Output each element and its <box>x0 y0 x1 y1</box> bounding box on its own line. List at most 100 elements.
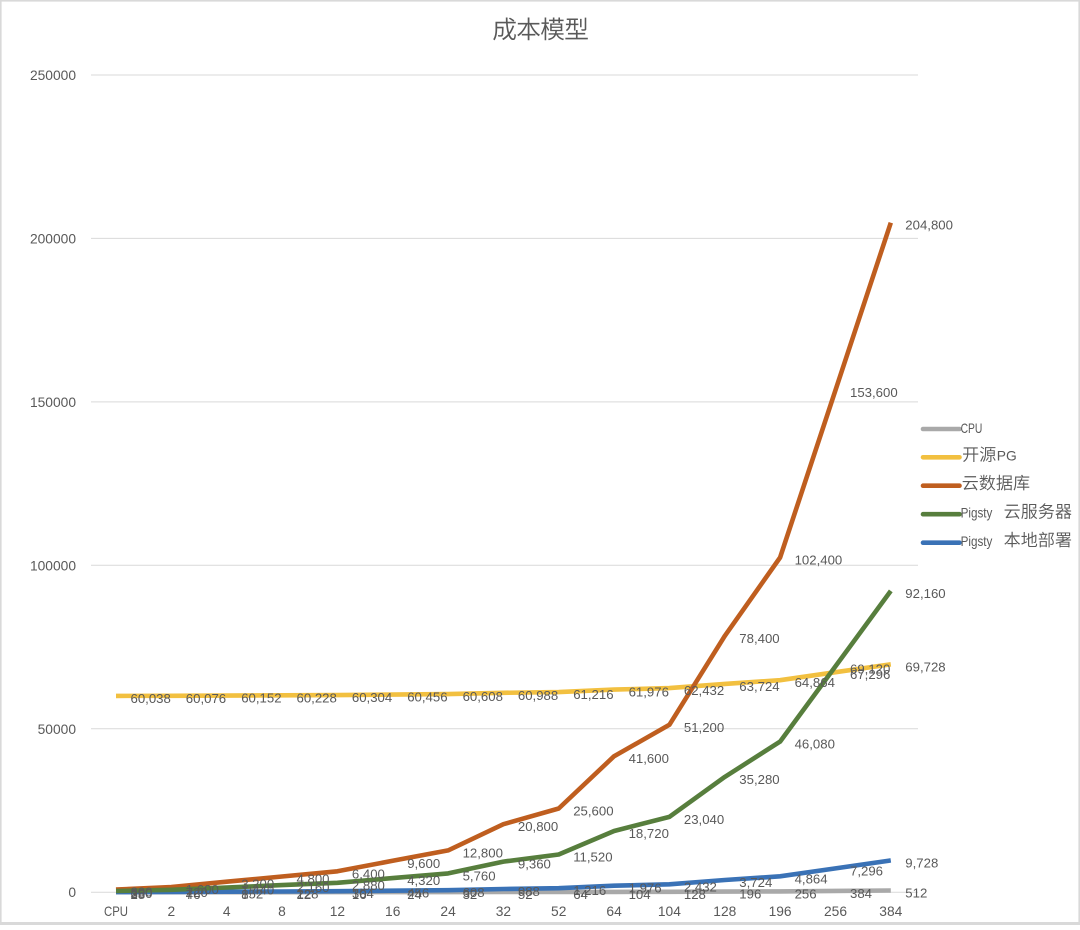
svg-text:2: 2 <box>167 904 175 919</box>
svg-text:64,864: 64,864 <box>795 675 835 690</box>
svg-text:196: 196 <box>739 887 761 902</box>
svg-text:360: 360 <box>131 886 153 901</box>
svg-text:1,600: 1,600 <box>186 882 219 897</box>
svg-text:204,800: 204,800 <box>905 218 953 233</box>
svg-text:60,076: 60,076 <box>186 691 226 706</box>
svg-text:60,988: 60,988 <box>518 688 558 703</box>
svg-text:63,724: 63,724 <box>739 679 779 694</box>
svg-text:24: 24 <box>440 904 456 919</box>
svg-text:8: 8 <box>278 904 286 919</box>
svg-text:Pigsty: Pigsty <box>961 534 993 549</box>
svg-text:1,216: 1,216 <box>573 883 606 898</box>
svg-text:1,976: 1,976 <box>629 881 662 896</box>
svg-text:6,400: 6,400 <box>352 866 385 881</box>
svg-text:2,432: 2,432 <box>684 879 717 894</box>
svg-text:20,800: 20,800 <box>518 819 558 834</box>
svg-text:51,200: 51,200 <box>684 720 724 735</box>
svg-text:228: 228 <box>297 887 319 902</box>
svg-text:9,360: 9,360 <box>518 857 551 872</box>
svg-text:60,228: 60,228 <box>297 690 337 705</box>
svg-text:4,320: 4,320 <box>407 873 440 888</box>
svg-text:256: 256 <box>824 904 847 919</box>
svg-text:69,120: 69,120 <box>850 661 890 676</box>
svg-text:60,456: 60,456 <box>407 690 447 705</box>
svg-text:304: 304 <box>352 886 374 901</box>
svg-text:384: 384 <box>879 904 902 919</box>
svg-text:CPU: CPU <box>104 904 128 919</box>
svg-text:12: 12 <box>330 904 345 919</box>
svg-text:7,296: 7,296 <box>850 863 883 878</box>
svg-text:3,200: 3,200 <box>241 877 274 892</box>
svg-text:5,760: 5,760 <box>463 868 496 883</box>
svg-text:104: 104 <box>629 887 651 902</box>
svg-text:23,040: 23,040 <box>684 812 724 827</box>
svg-text:61,976: 61,976 <box>629 685 669 700</box>
svg-text:62,432: 62,432 <box>684 683 724 698</box>
svg-text:720: 720 <box>186 885 208 900</box>
svg-text:0: 0 <box>68 885 76 900</box>
svg-text:2,880: 2,880 <box>352 878 385 893</box>
svg-text:9,728: 9,728 <box>905 855 938 870</box>
svg-text:11,520: 11,520 <box>573 850 612 865</box>
svg-text:18,720: 18,720 <box>629 826 669 841</box>
svg-text:4: 4 <box>186 887 193 902</box>
svg-text:52: 52 <box>518 887 533 902</box>
svg-text:52: 52 <box>551 904 566 919</box>
svg-text:41,600: 41,600 <box>629 751 669 766</box>
svg-text:24: 24 <box>407 887 422 902</box>
svg-text:152: 152 <box>241 887 263 902</box>
svg-text:988: 988 <box>518 884 540 899</box>
svg-text:104: 104 <box>658 904 681 919</box>
svg-text:60,152: 60,152 <box>241 691 281 706</box>
svg-text:12,800: 12,800 <box>463 845 503 860</box>
svg-text:69,728: 69,728 <box>905 659 945 674</box>
svg-text:2: 2 <box>131 887 138 902</box>
svg-text:61,216: 61,216 <box>573 687 613 702</box>
svg-text:60,304: 60,304 <box>352 690 392 705</box>
svg-text:25,600: 25,600 <box>573 804 613 819</box>
svg-text:3,724: 3,724 <box>739 875 772 890</box>
svg-text:150000: 150000 <box>30 395 76 410</box>
svg-text:128: 128 <box>713 904 736 919</box>
svg-text:128: 128 <box>684 887 706 902</box>
svg-text:100000: 100000 <box>30 558 76 573</box>
svg-text:32: 32 <box>496 904 511 919</box>
svg-text:60,608: 60,608 <box>463 689 503 704</box>
svg-text:102,400: 102,400 <box>795 553 843 568</box>
svg-text:456: 456 <box>407 886 429 901</box>
svg-text:4,800: 4,800 <box>297 872 330 887</box>
svg-text:64: 64 <box>606 904 622 919</box>
svg-text:60,038: 60,038 <box>131 691 171 706</box>
svg-text:67,296: 67,296 <box>850 667 890 682</box>
svg-text:250000: 250000 <box>30 68 76 83</box>
svg-text:256: 256 <box>795 886 817 901</box>
svg-text:38: 38 <box>131 887 146 902</box>
svg-text:4: 4 <box>223 904 231 919</box>
svg-text:46,080: 46,080 <box>795 737 835 752</box>
svg-text:4,864: 4,864 <box>795 871 828 886</box>
svg-text:8: 8 <box>241 887 248 902</box>
svg-text:512: 512 <box>905 886 927 901</box>
svg-text:384: 384 <box>850 886 872 901</box>
svg-text:64: 64 <box>573 887 588 902</box>
svg-text:16: 16 <box>352 887 367 902</box>
svg-text:Pigsty: Pigsty <box>961 506 993 521</box>
svg-text:1,440: 1,440 <box>241 883 274 898</box>
svg-text:16: 16 <box>385 904 401 919</box>
svg-text:CPU: CPU <box>961 421 983 436</box>
svg-text:12: 12 <box>297 887 312 902</box>
svg-text:50000: 50000 <box>38 722 77 737</box>
svg-text:78,400: 78,400 <box>739 631 779 646</box>
svg-text:200000: 200000 <box>30 231 76 246</box>
svg-text:76: 76 <box>186 887 201 902</box>
svg-text:32: 32 <box>463 887 478 902</box>
svg-text:196: 196 <box>769 904 792 919</box>
svg-text:2,160: 2,160 <box>297 880 330 895</box>
svg-text:800: 800 <box>131 885 153 900</box>
svg-text:PG: PG <box>997 449 1017 464</box>
svg-text:92,160: 92,160 <box>905 586 945 601</box>
svg-text:35,280: 35,280 <box>739 772 779 787</box>
svg-text:9,600: 9,600 <box>407 856 440 871</box>
svg-text:608: 608 <box>463 885 485 900</box>
svg-text:153,600: 153,600 <box>850 385 898 400</box>
